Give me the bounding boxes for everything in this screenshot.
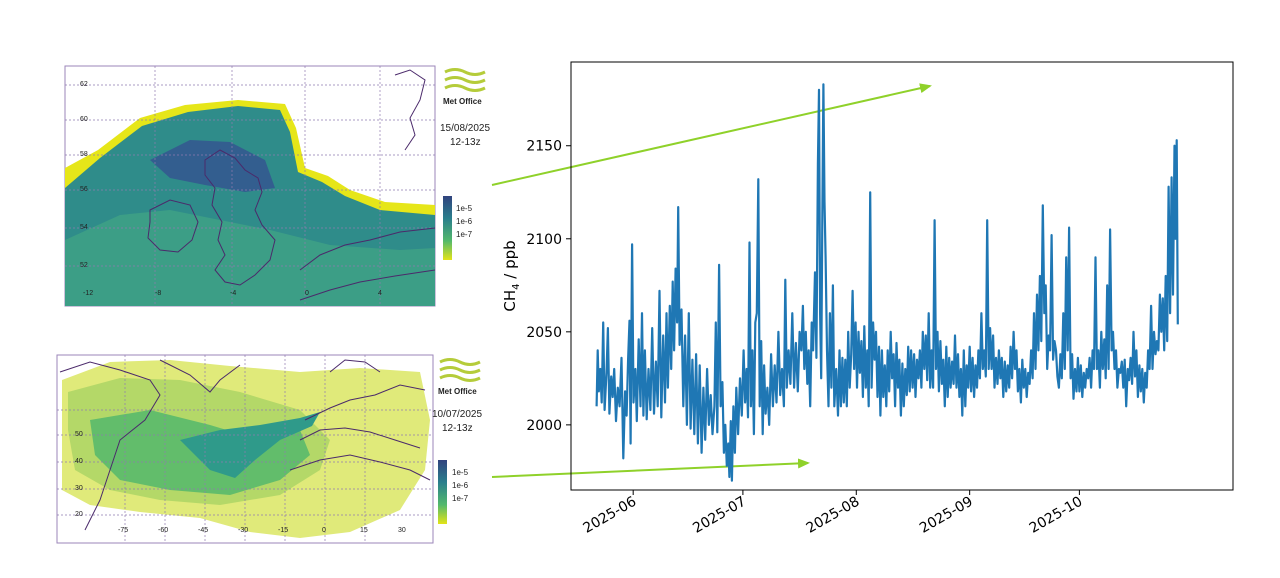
plot-frame (570, 61, 1234, 491)
lat-label: 62 (80, 81, 88, 88)
x-tick-label: 2025-09 (917, 494, 976, 537)
lat-label: 30 (75, 485, 83, 492)
series-line-ch4 (595, 83, 1179, 482)
lat-label: 52 (80, 262, 88, 269)
y-axis-label: CH4 / ppb (501, 240, 522, 311)
lat-label: 56 (80, 186, 88, 193)
lon-label: -12 (83, 290, 93, 297)
colorbar-tick-label: 1e-6 (456, 217, 473, 226)
lon-label: -4 (230, 290, 236, 297)
y-tick-label: 2150 (526, 139, 562, 155)
map-top-colorbar (443, 196, 452, 260)
lon-label: 4 (378, 290, 382, 297)
arrow-to-trough (491, 458, 810, 478)
lon-label: -15 (278, 527, 288, 534)
x-tick-label: 2025-10 (1027, 494, 1086, 537)
plume-outer-green (65, 210, 435, 306)
map-bottom-lon-labels: -75 -60 -45 -30 -15 0 15 30 (118, 527, 406, 534)
map-bottom-time: 12-13z (442, 423, 473, 434)
dispersion-map-top: 62 60 58 56 54 52 -12 -8 -4 0 4 Met Offi… (64, 65, 490, 307)
lon-label: -30 (238, 527, 248, 534)
map-top-coastlines (147, 69, 436, 301)
lat-label: 54 (80, 224, 88, 231)
arrow-to-peak (491, 83, 932, 186)
x-tick-label: 2025-07 (690, 494, 749, 537)
lon-label: 15 (360, 527, 368, 534)
map-bottom-coastlines (59, 359, 431, 531)
met-office-wave-icon (444, 68, 486, 92)
colorbar-tick-label: 1e-7 (452, 494, 469, 503)
x-tick-label: 2025-06 (581, 494, 640, 537)
y-tick-label: 2000 (526, 418, 562, 434)
lon-label: 0 (322, 527, 326, 534)
map-top-time: 12-13z (450, 137, 481, 148)
y-axis-label-subscript: 4 (511, 284, 522, 290)
met-office-wave-icon (439, 358, 481, 382)
lat-label: 40 (75, 458, 83, 465)
colorbar-tick-label: 1e-5 (456, 204, 473, 213)
map-top-lat-labels: 62 60 58 56 54 52 (80, 81, 88, 269)
map-top-grid (65, 66, 435, 306)
y-axis: 2000 2050 2100 2150 (526, 139, 571, 434)
y-tick-label: 2050 (526, 325, 562, 341)
lon-label: -60 (158, 527, 168, 534)
x-axis: 2025-06 2025-07 2025-08 2025-09 2025-10 (581, 490, 1086, 537)
map-bottom-colorbar (438, 460, 447, 524)
lon-label: -45 (198, 527, 208, 534)
y-tick-label: 2100 (526, 232, 562, 248)
lat-label: 58 (80, 151, 88, 158)
colorbar-tick-label: 1e-6 (452, 481, 469, 490)
lon-label: 30 (398, 527, 406, 534)
lon-label: 0 (305, 290, 309, 297)
map-bottom-lat-labels: 50 40 30 20 (75, 431, 83, 518)
map-top-lon-labels: -12 -8 -4 0 4 (83, 290, 382, 297)
y-axis-label-main: CH (501, 290, 519, 312)
y-axis-label-rest: / ppb (501, 240, 519, 283)
map-top-date: 15/08/2025 (440, 123, 490, 134)
colorbar-tick-label: 1e-7 (456, 230, 473, 239)
lon-label: -75 (118, 527, 128, 534)
met-office-logo-text: Met Office (443, 97, 482, 106)
dispersion-map-bottom: 50 40 30 20 -75 -60 -45 -30 -15 0 15 30 … (56, 354, 482, 544)
met-office-logo-text: Met Office (438, 387, 477, 396)
x-tick-label: 2025-08 (804, 494, 863, 537)
colorbar-tick-label: 1e-5 (452, 468, 469, 477)
lat-label: 20 (75, 511, 83, 518)
plume-core (150, 140, 275, 192)
map-bottom-date: 10/07/2025 (432, 409, 482, 420)
lat-label: 50 (75, 431, 83, 438)
map-bottom-grid (57, 355, 433, 543)
lat-label: 60 (80, 116, 88, 123)
lon-label: -8 (155, 290, 161, 297)
